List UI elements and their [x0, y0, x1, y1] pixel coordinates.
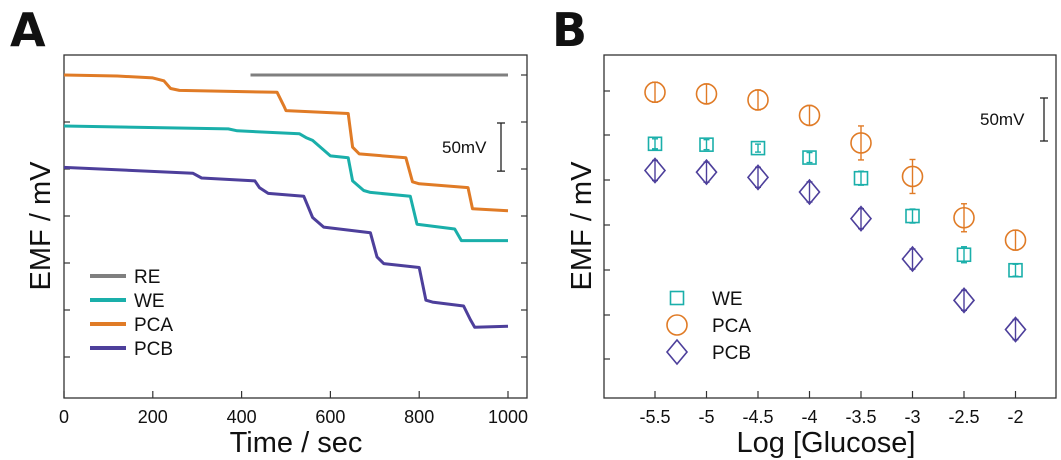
plot-frame [603, 54, 1057, 399]
panel-letter-b: B [552, 3, 587, 57]
x-tick-label: -2 [1007, 407, 1023, 427]
y-axis-title: EMF / mV [566, 161, 598, 291]
marker-diamond [665, 338, 689, 366]
x-tick-label: 600 [315, 407, 345, 427]
legend-label-we: WE [134, 291, 165, 312]
legend-label-pca: PCA [712, 316, 751, 337]
marker-circle [798, 104, 821, 127]
marker-square [647, 136, 663, 152]
marker-diamond [952, 287, 976, 314]
marker-square [1008, 262, 1023, 278]
scale-bar-label: 50mV [442, 138, 487, 157]
legend-label-re: RE [134, 267, 160, 288]
x-tick-label: 400 [227, 407, 257, 427]
x-tick-label: -4.5 [742, 407, 773, 427]
marker-circle [850, 132, 872, 154]
series-line-pca [63, 73, 509, 213]
x-axis-title: Log [Glucose] [737, 427, 916, 459]
plot-frame [63, 54, 528, 399]
legend-label-pcb: PCB [134, 339, 173, 360]
marker-circle [901, 165, 924, 188]
legend-label-pca: PCA [134, 315, 173, 336]
marker-circle [747, 89, 769, 111]
legend-label-pcb: PCB [712, 343, 751, 364]
x-axis-title: Time / sec [230, 427, 363, 459]
marker-diamond [695, 158, 718, 186]
marker-square [853, 170, 869, 186]
panel-b-chart: -5.5 -5 -4.5 -4 -3.5 -3 -2.5 -2 50mV WE PCA PCB Log … [566, 54, 1057, 459]
x-tick-label: -4 [801, 407, 817, 427]
marker-diamond [746, 164, 770, 191]
series-line-we [63, 124, 508, 243]
x-tick-label: -3 [904, 407, 920, 427]
marker-diamond [643, 157, 667, 184]
series-line-pcb [63, 165, 509, 329]
marker-square [669, 290, 685, 306]
marker-diamond [1004, 316, 1027, 343]
x-tick-label: 200 [138, 407, 168, 427]
marker-circle [1004, 229, 1027, 251]
marker-circle [953, 206, 975, 229]
x-tick-label: 0 [59, 407, 69, 427]
x-tick-label: -5 [698, 407, 714, 427]
panel-letter-a: A [10, 3, 46, 57]
marker-square [956, 247, 972, 263]
marker-diamond [901, 245, 924, 273]
marker-diamond [849, 205, 873, 232]
x-tick-label: -2.5 [948, 407, 979, 427]
x-tick-label: 1000 [488, 407, 528, 427]
x-tick-label: 800 [404, 407, 434, 427]
legend-label-we: WE [712, 289, 743, 310]
marker-circle [666, 314, 688, 336]
panel-a-chart: 0 200 400 600 800 1000 50mV RE WE PCA PCB Time / se… [25, 54, 528, 459]
scale-bar-label: 50mV [980, 110, 1025, 129]
marker-circle [644, 81, 666, 103]
marker-square [699, 137, 714, 152]
marker-circle [695, 83, 718, 105]
x-tick-label: -3.5 [845, 407, 876, 427]
marker-square [802, 150, 817, 165]
y-axis-title: EMF / mV [25, 161, 57, 291]
marker-square [750, 140, 766, 156]
marker-diamond [798, 178, 821, 206]
x-tick-label: -5.5 [639, 407, 670, 427]
marker-square [905, 208, 920, 224]
